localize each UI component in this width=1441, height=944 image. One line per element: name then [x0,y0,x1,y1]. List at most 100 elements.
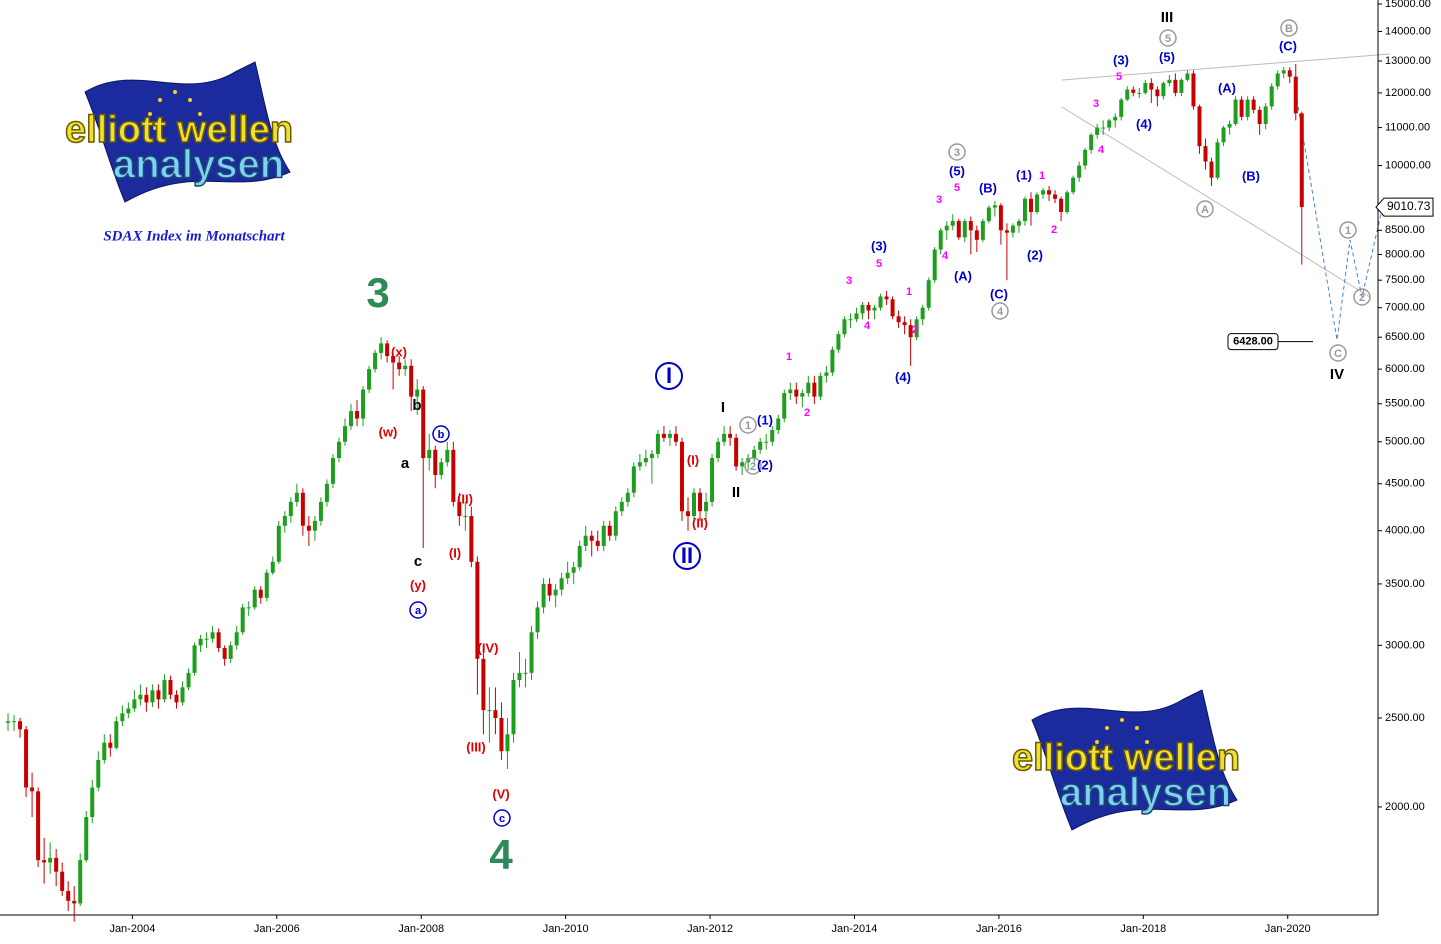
candle-body [577,545,582,568]
logo-star [1140,754,1144,758]
candle-body [565,572,570,579]
candle-body [1239,99,1244,117]
candle-body [397,362,402,370]
y-tick-label: 6500.00 [1385,331,1425,343]
x-tick-label: Jan-2018 [1120,923,1166,935]
candle-body [300,492,305,526]
candle-body [1077,165,1082,178]
candle-body [198,638,203,646]
candle-body [866,304,871,311]
candle-body [403,365,408,370]
logo-star [188,98,192,102]
y-tick-label: 5500.00 [1385,398,1425,410]
candle-body [1059,198,1064,212]
wave-label: 5 [876,258,882,270]
candle-body [463,516,468,518]
annotation-circle [673,542,701,570]
annotation-circle [739,416,757,434]
candle-body [1155,89,1160,97]
candle-body [1221,127,1226,143]
candle-body [144,694,149,703]
wave-label: (1) [757,412,773,427]
candle-body [938,230,943,250]
x-tick-label: Jan-2010 [543,923,589,935]
wave-label: III [1161,9,1174,26]
candle-body [986,207,991,222]
candle-body [770,430,775,442]
annotation-circle [409,601,427,619]
logo-text: analysen [1060,771,1231,815]
candle-body [1035,194,1040,212]
candle-body [944,225,949,231]
candle-body [1263,106,1268,124]
candle-body [114,721,119,748]
candle-body [860,304,865,314]
candle-body [475,561,480,659]
wave-label: c [499,813,505,825]
candle-body [1101,127,1106,129]
logo-star [1145,740,1149,744]
wave-label: II [681,543,693,568]
candle-body [162,680,167,700]
candle-body [722,433,727,442]
candle-body [884,296,889,300]
candle-body [379,343,384,353]
wave-label: (A) [1218,80,1236,95]
y-tick-label: 7500.00 [1385,274,1425,286]
candle-body [613,511,618,536]
wave-label: b [412,397,421,414]
candle-body [469,516,474,562]
candle-body [367,369,372,390]
wave-label: (1) [1016,167,1032,182]
candle-body [1143,83,1148,93]
candle-body [968,221,973,231]
x-tick-label: Jan-2014 [832,923,878,935]
candle-body [704,501,709,512]
trend-line [1061,106,1371,298]
candle-body [36,791,41,861]
candle-body [457,501,462,517]
candle-body [192,645,197,673]
candle-body [1095,127,1100,135]
wave-label: (w) [379,424,398,439]
candle-body [78,860,83,904]
y-tick-label: 2000.00 [1385,801,1425,813]
y-tick-label: 10000.00 [1385,159,1431,171]
logo-star [1100,754,1104,758]
candle-body [24,729,29,788]
candle-body [643,458,648,463]
candle-body [252,589,257,608]
candle-body [174,694,179,703]
candle-body [782,393,787,419]
wave-label: 5 [1165,33,1171,45]
candle-body [1131,89,1136,93]
candle-body [481,658,486,711]
wave-label: 2 [1051,224,1057,236]
candle-body [54,857,59,872]
candle-body [980,221,985,240]
candle-body [956,221,961,238]
logo-star [193,126,197,130]
candle-body [186,672,191,688]
wave-label: (5) [1159,49,1175,64]
subtitle: SDAX Index im Monatschart [103,228,285,244]
logo-star [1135,726,1139,730]
candle-body [138,694,143,700]
candle-body [1089,134,1094,150]
logo-star [1105,726,1109,730]
candle-body [908,325,913,338]
candle-body [1209,161,1214,178]
candle-body [6,721,11,723]
annotation-circle [1280,19,1298,37]
candle-body [12,721,17,723]
candle-body [270,561,275,573]
candle-body [1233,99,1238,124]
candle-body [1191,73,1196,107]
y-tick-label: 2500.00 [1385,712,1425,724]
candle-body [1041,190,1046,195]
x-tick-label: Jan-2008 [398,923,444,935]
x-tick-label: Jan-2004 [109,923,155,935]
candle-body [1083,149,1088,166]
